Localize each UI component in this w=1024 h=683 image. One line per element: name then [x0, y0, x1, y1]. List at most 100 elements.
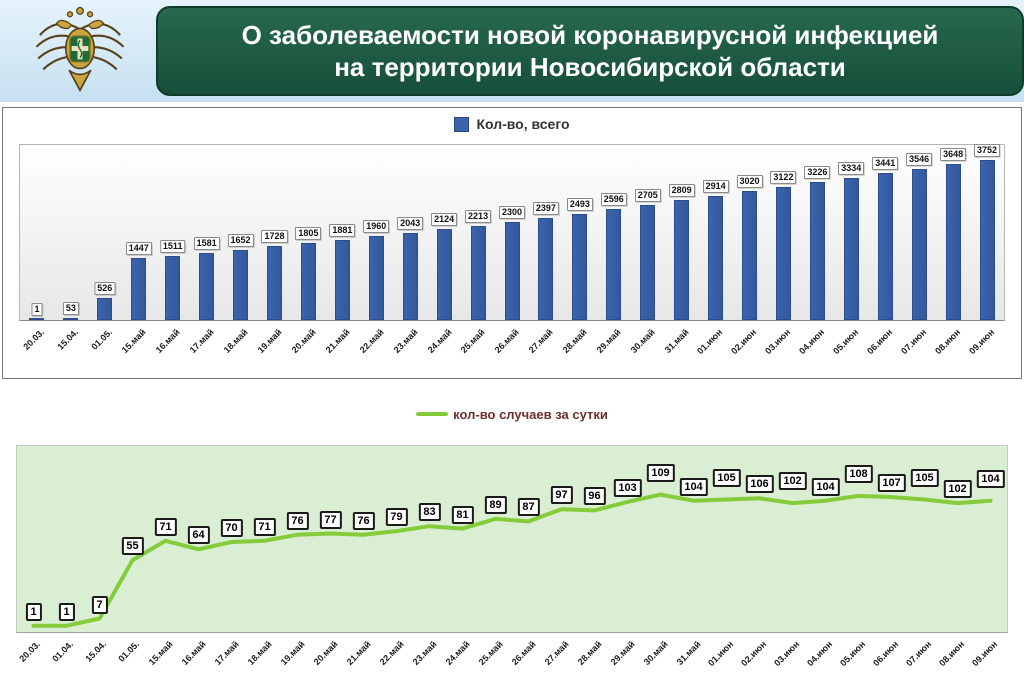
bar-value-label: 2596 — [600, 193, 627, 207]
x-axis-label: 25.май — [476, 639, 505, 667]
bar — [775, 186, 791, 320]
title-line-2: на территории Новосибирской области — [334, 52, 846, 82]
bar — [266, 246, 282, 320]
eagle-emblem-icon — [35, 6, 125, 93]
x-axis-label: 30.май — [628, 327, 657, 355]
point-value-label: 81 — [451, 505, 474, 524]
bar — [436, 229, 452, 320]
bar-value-label: 3122 — [770, 170, 797, 184]
x-axis-label: 20.май — [289, 327, 318, 355]
point-value-label: 106 — [745, 475, 774, 494]
title-line-1: О заболеваемости новой коронавирусной ин… — [241, 19, 939, 50]
point-value-label: 76 — [286, 511, 309, 530]
bar-value-label: 2124 — [431, 213, 458, 227]
x-axis-label: 23.май — [391, 327, 420, 355]
x-axis-label: 02.июн — [729, 327, 759, 357]
x-axis-label: 22.май — [357, 327, 386, 355]
point-value-label: 79 — [385, 508, 408, 527]
bar-chart-x-axis: 20.03. 15.04. 01.05. 15.май 16.май 17.май 18.м… — [19, 321, 1005, 376]
x-axis-label: 09.июн — [970, 639, 1000, 669]
x-axis-label: 08.июн — [937, 639, 967, 669]
point-value-label: 55 — [121, 537, 144, 556]
bar — [165, 255, 181, 320]
bar-value-label: 3020 — [736, 175, 763, 189]
x-axis-label: 15.04. — [55, 327, 80, 352]
bar — [368, 236, 384, 320]
x-axis-label: 06.июн — [865, 327, 895, 357]
bar-value-label: 1805 — [295, 226, 322, 240]
bar — [538, 217, 554, 320]
bar-value-label: 53 — [62, 301, 79, 315]
bar-value-label: 1581 — [193, 236, 220, 250]
x-axis-label: 24.май — [443, 639, 472, 667]
x-axis-label: 01.05. — [116, 639, 142, 664]
x-axis-label: 21.май — [344, 639, 373, 667]
bar-value-label: 526 — [94, 281, 116, 295]
bar — [911, 168, 927, 320]
x-axis-label: 15.май — [146, 639, 175, 667]
bar-value-label: 2213 — [465, 209, 492, 223]
point-value-label: 102 — [943, 480, 972, 499]
bar — [131, 258, 147, 320]
bar — [572, 213, 588, 320]
bar — [334, 239, 350, 320]
point-value-label: 77 — [319, 510, 342, 529]
point-value-label: 64 — [187, 526, 210, 545]
x-axis-label: 01.04. — [50, 639, 76, 664]
x-axis-label: 18.май — [245, 639, 274, 667]
x-axis-label: 06.июн — [871, 639, 901, 669]
daily-cases-line — [31, 492, 993, 628]
x-axis-label: 01.июн — [695, 327, 725, 357]
bar — [504, 221, 520, 320]
point-value-label: 71 — [253, 517, 276, 536]
point-value-label: 7 — [91, 595, 108, 614]
bar-value-label: 3648 — [940, 148, 967, 162]
bar — [979, 159, 995, 320]
point-value-label: 1 — [25, 602, 42, 621]
point-value-label: 102 — [778, 472, 807, 491]
bar — [233, 249, 249, 320]
bar — [470, 225, 486, 320]
x-axis-label: 08.июн — [933, 327, 963, 357]
bar-value-label: 3546 — [906, 152, 933, 166]
x-axis-label: 03.июн — [763, 327, 793, 357]
bar — [674, 200, 690, 320]
bar — [742, 191, 758, 320]
bar — [809, 182, 825, 320]
x-axis-label: 27.май — [527, 327, 556, 355]
x-axis-label: 09.июн — [967, 327, 997, 357]
bar-value-label: 1 — [31, 302, 43, 316]
point-value-label: 105 — [712, 468, 741, 487]
point-value-label: 109 — [646, 463, 675, 482]
header: О заболеваемости новой коронавирусной ин… — [0, 0, 1024, 102]
x-axis-label: 20.03. — [17, 639, 43, 664]
bar-value-label: 1511 — [159, 239, 186, 253]
point-value-label: 104 — [679, 477, 708, 496]
bar-value-label: 2705 — [634, 188, 661, 202]
bar — [877, 173, 893, 320]
total-cases-chart-panel: Кол-во, всего 1 53 526 1447 1511 1581 1652 1728… — [2, 107, 1022, 379]
point-value-label: 104 — [811, 477, 840, 496]
x-axis-label: 26.май — [509, 639, 538, 667]
bar-value-label: 3752 — [974, 143, 1001, 157]
line-chart-x-axis: 20.03. 01.04. 15.04. 01.05. 15.май 16.май 17.м… — [16, 633, 1008, 683]
bar — [843, 177, 859, 320]
legend-line-icon — [416, 412, 449, 416]
x-axis-label: 31.май — [662, 327, 691, 355]
x-axis-label: 20.03. — [21, 327, 47, 352]
x-axis-label: 01.05. — [89, 327, 114, 352]
x-axis-label: 29.май — [608, 639, 637, 667]
bar-chart-legend: Кол-во, всего — [3, 114, 1021, 134]
x-axis-label: 17.май — [187, 327, 216, 355]
bar-value-label: 2043 — [397, 216, 424, 230]
bar — [945, 164, 961, 320]
bar-chart-plot-area: 1 53 526 1447 1511 1581 1652 1728 1805 1881 1960 20… — [19, 143, 1005, 321]
line-chart-plot-area: 1 1 7 55 71 64 70 71 76 77 76 79 83 81 89 87 97 96 103 109 1… — [16, 445, 1008, 633]
bar — [300, 242, 316, 320]
x-axis-label: 28.май — [560, 327, 589, 355]
point-value-label: 103 — [613, 478, 642, 497]
bar-value-label: 3334 — [838, 161, 865, 175]
bar-value-label: 2397 — [532, 201, 559, 215]
line-chart-legend: кол-во случаев за сутки — [0, 405, 1024, 423]
x-axis-label: 19.май — [278, 639, 307, 667]
